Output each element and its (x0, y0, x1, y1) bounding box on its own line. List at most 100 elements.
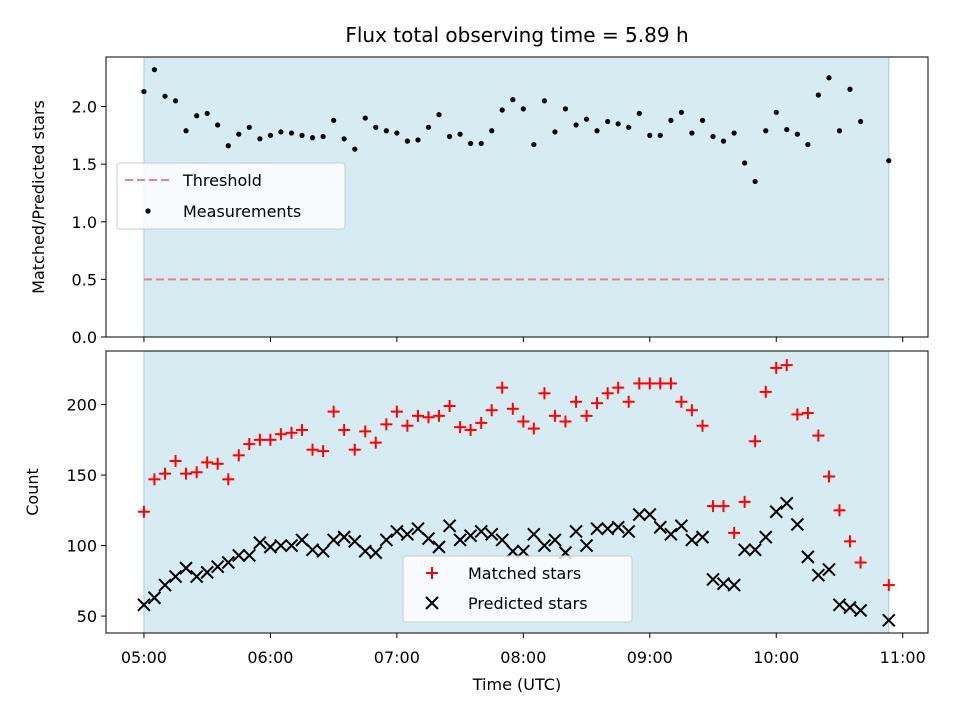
measurement-point (141, 88, 147, 95)
predicted-star-point (621, 524, 636, 539)
measurement-point (151, 67, 158, 73)
predicted-star-point (716, 576, 731, 591)
measurement-point (288, 130, 295, 136)
predicted-star-point (569, 524, 583, 539)
measurement-point (499, 107, 505, 113)
matched-star-point (759, 385, 772, 398)
legend-threshold-label: Threshold (182, 171, 262, 190)
predicted-star-point (516, 544, 531, 558)
measurement-point (194, 113, 200, 119)
measurement-point (636, 110, 642, 117)
predicted-star-point (305, 543, 320, 557)
predicted-star-point (390, 524, 404, 539)
predicted-star-point (748, 543, 762, 557)
predicted-star-point (316, 544, 330, 558)
predicted-star-point (882, 613, 896, 628)
matched-star-point (159, 467, 172, 480)
predicted-star-point (643, 507, 657, 522)
predicted-star-point (685, 533, 699, 547)
top-y-tick-label: 0.5 (72, 270, 97, 289)
predicted-star-point (780, 496, 794, 510)
matched-star-point (211, 457, 224, 470)
matched-star-point (180, 467, 193, 480)
measurement-point (299, 132, 305, 138)
matched-star-point (612, 381, 625, 394)
measurement-point (794, 131, 800, 137)
matched-star-point (770, 361, 783, 374)
x-tick-label: 09:00 (627, 648, 673, 667)
matched-star-point (264, 433, 277, 446)
predicted-star-point (843, 600, 857, 615)
legend-measurements-swatch (145, 208, 151, 214)
measurement-point (320, 133, 326, 140)
measurement-point (204, 110, 210, 117)
measurement-point (605, 118, 611, 125)
measurement-point (594, 128, 600, 134)
top-y-tick-label: 2.0 (72, 98, 97, 117)
measurement-point (341, 136, 347, 142)
bottom-y-axis-label: Count (23, 468, 42, 516)
predicted-star-point (811, 568, 826, 582)
matched-star-point (707, 500, 720, 513)
matched-star-point (801, 407, 814, 420)
predicted-star-point (432, 540, 446, 554)
predicted-star-point (348, 534, 362, 549)
predicted-star-point (210, 560, 225, 574)
measurement-point (615, 121, 621, 127)
x-tick-label: 07:00 (374, 648, 420, 667)
bottom-axes-frame (105, 350, 929, 634)
matched-star-point (253, 433, 266, 446)
legend-measurements-label: Measurements (183, 202, 301, 221)
matched-star-point (137, 505, 150, 518)
measurement-point (541, 98, 548, 104)
measurement-point (267, 132, 273, 138)
matched-star-point (812, 429, 825, 442)
predicted-star-point (242, 548, 256, 563)
matched-star-point (780, 359, 793, 372)
predicted-star-point (590, 521, 604, 536)
measurement-point (373, 124, 379, 130)
predicted-star-point (179, 561, 193, 575)
predicted-star-point (168, 569, 183, 584)
measurement-point (394, 130, 400, 136)
top-legend-box (116, 162, 346, 230)
x-tick-label: 05:00 (121, 648, 167, 667)
bottom-legend: Matched stars Predicted stars (402, 555, 633, 623)
predicted-star-point (232, 548, 246, 563)
measurement-point (436, 112, 442, 118)
predicted-star-point (189, 569, 204, 584)
bottom-panel: 50 100 150 200 05:00 06:00 07:00 08:00 09:00 10:… (23, 350, 929, 694)
measurement-point (446, 133, 453, 140)
measurement-point (689, 130, 695, 136)
top-x-ticks (143, 337, 904, 342)
predicted-star-point (653, 520, 667, 534)
matched-star-point (464, 423, 477, 436)
matched-star-point (296, 423, 309, 436)
matched-star-point (222, 473, 235, 486)
matched-star-point (559, 415, 572, 428)
legend-predicted-label: Predicted stars (468, 594, 588, 613)
matched-star-point (675, 395, 688, 408)
matched-star-point (454, 421, 467, 434)
matched-star-point (327, 405, 340, 418)
predicted-star-point (274, 538, 288, 553)
top-y-tick-label: 1.0 (72, 213, 97, 232)
measurement-point (562, 106, 569, 112)
measurement-point (668, 117, 674, 123)
predicted-star-point (453, 533, 467, 547)
matched-star-point (243, 438, 256, 451)
matched-star-point (190, 466, 203, 479)
measurement-point (647, 132, 653, 138)
legend-predicted-swatch (425, 596, 439, 610)
chart-title: Flux total observing time = 5.89 h (345, 23, 688, 47)
predicted-star-point (137, 598, 151, 612)
measurement-point (836, 128, 843, 134)
measurement-point (309, 135, 316, 141)
measurement-point (415, 137, 421, 143)
x-tick-label: 11:00 (880, 648, 926, 667)
predicted-star-point (548, 533, 562, 547)
legend-matched-label: Matched stars (468, 564, 581, 583)
measurement-point (573, 122, 579, 128)
matched-star-point (643, 377, 656, 390)
matched-star-point (717, 500, 730, 513)
